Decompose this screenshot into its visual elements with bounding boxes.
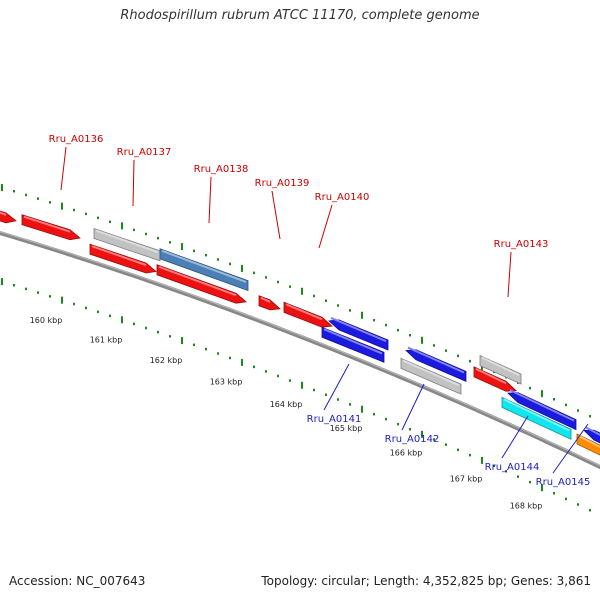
gene-arrow-forward	[0, 210, 17, 224]
scale-tick-label: 161 kbp	[90, 335, 123, 344]
gene-label: Rru_A0142	[385, 434, 440, 445]
gene-label-leader	[401, 383, 425, 431]
gene-arrow-reverse	[507, 389, 577, 431]
accession-text: Accession: NC_007643	[9, 574, 146, 588]
gene-label-leader	[552, 423, 589, 474]
gene-arrow-forward	[21, 214, 81, 241]
gene-label: Rru_A0139	[255, 178, 310, 189]
scale-tick-label: 160 kbp	[30, 316, 63, 325]
gene-arrow-reverse	[583, 426, 600, 444]
gene-arrow-forward	[283, 301, 333, 328]
scale-tick-label: 164 kbp	[270, 400, 303, 409]
genome-backbone	[0, 230, 600, 470]
gene-label: Rru_A0137	[117, 147, 172, 158]
scale-tick-label: 168 kbp	[510, 501, 543, 510]
gene-label: Rru_A0136	[49, 134, 104, 145]
gene-arrow-reverse	[328, 317, 389, 351]
gene-arrow-forward	[258, 295, 281, 311]
gene-label: Rru_A0145	[536, 477, 591, 488]
gene-label: Rru_A0140	[315, 192, 370, 203]
scale-tick-label: 165 kbp	[330, 424, 363, 433]
gene-label-leader	[318, 204, 333, 249]
gene-label-leader	[271, 190, 281, 240]
gene-label: Rru_A0138	[194, 164, 249, 175]
gene-arrow-forward	[156, 264, 247, 304]
scale-tick-label: 166 kbp	[390, 449, 423, 458]
gene-label-leader	[507, 251, 512, 298]
gene-arrow-cyan	[501, 396, 572, 440]
gene-arrow-grey	[400, 357, 462, 395]
gene-label-leader	[323, 363, 350, 411]
gene-arrow-steelblue	[159, 248, 249, 292]
gene-label-leader	[132, 159, 135, 207]
gene-label: Rru_A0143	[494, 239, 549, 250]
gene-label-leader	[208, 176, 212, 224]
genome-summary-text: Topology: circular; Length: 4,352,825 bp…	[261, 574, 591, 588]
gene-arrow-orange	[576, 433, 600, 456]
scale-tick-label: 163 kbp	[210, 377, 243, 386]
scale-tick-label: 162 kbp	[150, 356, 183, 365]
map-title: Rhodospirillum rubrum ATCC 11170, comple…	[120, 8, 480, 23]
gene-label-leader	[60, 146, 67, 191]
gene-label: Rru_A0144	[485, 462, 540, 473]
gene-label-leader	[501, 415, 529, 459]
gene-arrow-forward	[89, 243, 157, 274]
scale-tick-label: 167 kbp	[450, 474, 483, 483]
gene-arrow-grey	[479, 354, 522, 385]
gene-arrow-reverse	[321, 326, 385, 363]
gene-arrow-grey	[93, 227, 161, 262]
gene-label: Rru_A0141	[307, 414, 362, 425]
gene-arrow-reverse	[405, 346, 467, 383]
